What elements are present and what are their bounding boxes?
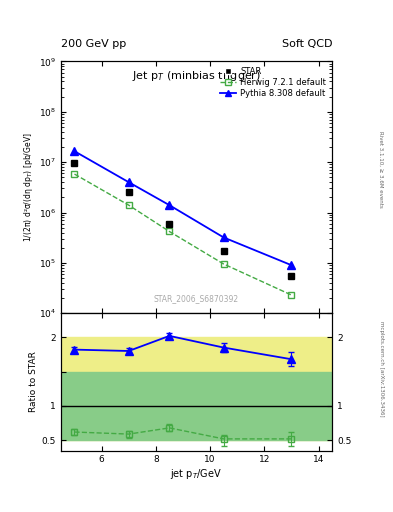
Legend: STAR, Herwig 7.2.1 default, Pythia 8.308 default: STAR, Herwig 7.2.1 default, Pythia 8.308… — [218, 66, 328, 99]
X-axis label: jet p$_T$/GeV: jet p$_T$/GeV — [171, 467, 222, 481]
Text: Jet p$_T$ (minbias trigger): Jet p$_T$ (minbias trigger) — [132, 69, 261, 83]
Text: STAR_2006_S6870392: STAR_2006_S6870392 — [154, 294, 239, 303]
Bar — [61, 372, 332, 440]
Bar — [61, 337, 332, 440]
Text: Rivet 3.1.10, ≥ 3.6M events: Rivet 3.1.10, ≥ 3.6M events — [379, 131, 384, 207]
Y-axis label: 1/(2π) d²σ/(dη dp$_T$) [pb/GeV]: 1/(2π) d²σ/(dη dp$_T$) [pb/GeV] — [22, 133, 35, 242]
Text: Soft QCD: Soft QCD — [282, 38, 332, 49]
Y-axis label: Ratio to STAR: Ratio to STAR — [29, 351, 37, 412]
Text: 200 GeV pp: 200 GeV pp — [61, 38, 126, 49]
Text: mcplots.cern.ch [arXiv:1306.3436]: mcplots.cern.ch [arXiv:1306.3436] — [379, 321, 384, 416]
